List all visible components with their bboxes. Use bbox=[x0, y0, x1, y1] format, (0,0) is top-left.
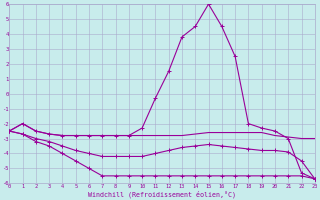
X-axis label: Windchill (Refroidissement éolien,°C): Windchill (Refroidissement éolien,°C) bbox=[88, 190, 236, 198]
